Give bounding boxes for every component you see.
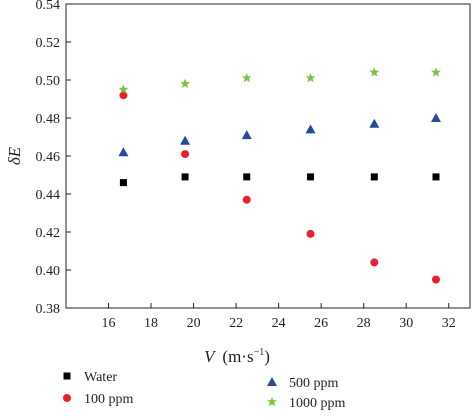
legend-label: 500 ppm <box>289 376 339 391</box>
x-axis-unit-exponent: −1 <box>254 347 265 358</box>
legend-marker-star <box>267 396 277 407</box>
data-point-square <box>243 173 251 181</box>
data-point-triangle <box>241 130 252 140</box>
legend-item: Water <box>63 370 117 385</box>
x-tick-label: 26 <box>314 316 328 331</box>
legend-item: 1000 ppm <box>267 396 346 411</box>
x-axis-symbol: V <box>204 347 217 366</box>
y-tick-label: 0.40 <box>36 264 61 279</box>
x-tick-label: 24 <box>272 316 286 331</box>
y-tick-label: 0.54 <box>36 0 61 13</box>
legend-marker-triangle <box>267 377 277 386</box>
axis-ticks: 16 18 20 22 24 26 28 30 32 0.38 0.40 0.42 0.44 0.46 0.… <box>36 0 456 331</box>
legend-item: 500 ppm <box>267 376 339 391</box>
data-point-star <box>118 84 129 94</box>
data-points <box>118 67 441 284</box>
data-point-triangle <box>430 113 441 122</box>
data-point-triangle <box>180 135 191 145</box>
legend-item: 100 ppm <box>63 392 134 407</box>
data-point-square <box>432 173 440 181</box>
y-tick-label: 0.38 <box>36 302 61 317</box>
y-tick-label: 0.52 <box>36 36 61 51</box>
legend: Water 100 ppm 500 ppm 1000 ppm <box>63 370 346 411</box>
y-tick-label: 0.44 <box>36 188 61 203</box>
x-axis-title: V (m·s−1) <box>204 347 270 366</box>
x-tick-label: 32 <box>442 316 456 331</box>
data-point-square <box>181 173 189 181</box>
series-star <box>118 67 441 94</box>
series-circle <box>119 91 440 284</box>
data-point-triangle <box>305 124 316 134</box>
x-tick-label: 20 <box>187 316 201 331</box>
x-tick-label: 18 <box>144 316 158 331</box>
x-tick-label: 28 <box>357 316 371 331</box>
legend-label: Water <box>84 370 117 385</box>
data-point-star <box>180 78 191 89</box>
legend-marker-square <box>63 372 71 380</box>
data-point-star <box>305 72 316 83</box>
y-tick-label: 0.42 <box>36 226 61 241</box>
x-tick-label: 22 <box>229 316 243 331</box>
y-tick-label: 0.48 <box>36 112 61 127</box>
data-point-circle <box>370 258 379 267</box>
x-axis-unit: (m·s <box>222 347 253 366</box>
y-tick-label: 0.46 <box>36 150 61 165</box>
data-point-circle <box>306 229 315 238</box>
x-axis-unit-close: ) <box>264 347 270 366</box>
data-point-circle <box>181 150 190 159</box>
data-point-star <box>241 72 252 83</box>
legend-label: 100 ppm <box>84 392 134 407</box>
data-point-circle <box>119 91 128 100</box>
legend-label: 1000 ppm <box>289 396 346 411</box>
series-triangle <box>118 113 441 157</box>
legend-marker-circle <box>63 394 71 402</box>
series-square <box>119 173 440 187</box>
x-tick-label: 30 <box>399 316 413 331</box>
data-point-triangle <box>118 147 129 157</box>
data-point-square <box>370 173 378 181</box>
data-point-circle <box>431 275 440 284</box>
x-tick-label: 16 <box>102 316 116 331</box>
data-point-triangle <box>369 118 380 128</box>
data-point-square <box>307 173 315 181</box>
y-tick-label: 0.50 <box>36 74 61 89</box>
y-axis-title: δE <box>5 146 24 165</box>
data-point-star <box>369 67 380 77</box>
data-point-square <box>119 179 127 187</box>
data-point-circle <box>242 195 251 204</box>
data-point-star <box>431 67 441 77</box>
